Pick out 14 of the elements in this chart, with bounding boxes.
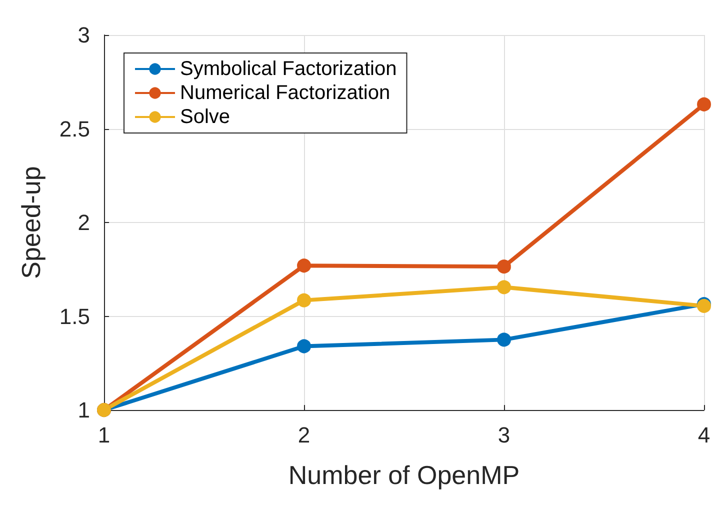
x-tick-label: 4 <box>698 422 710 448</box>
y-tick-label: 1.5 <box>59 304 90 329</box>
legend-label: Symbolical Factorization <box>180 58 397 80</box>
legend-label: Solve <box>180 106 230 128</box>
y-tick-label: 2 <box>78 210 90 235</box>
y-tick-label: 1 <box>78 398 90 422</box>
legend-label: Numerical Factorization <box>180 82 390 104</box>
y-axis-title: Speed-up <box>16 166 46 279</box>
y-tick-label: 2.5 <box>59 116 90 142</box>
x-axis-title: Number of OpenMP <box>288 460 520 490</box>
x-tick-label: 3 <box>498 422 510 448</box>
x-tick-label: 2 <box>298 422 310 448</box>
y-tick-label: 3 <box>78 22 90 48</box>
x-tick-label: 1 <box>98 422 110 448</box>
